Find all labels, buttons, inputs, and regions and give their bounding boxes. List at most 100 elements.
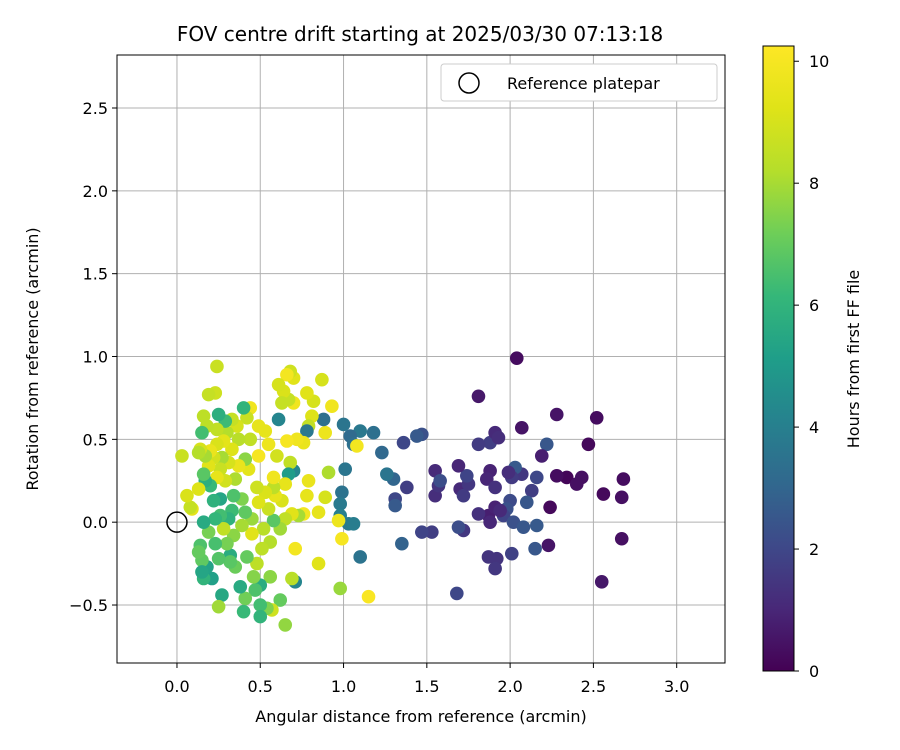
data-point bbox=[208, 512, 223, 526]
data-point bbox=[425, 525, 439, 539]
data-point bbox=[335, 531, 349, 546]
data-point bbox=[353, 550, 368, 564]
data-point bbox=[211, 407, 226, 422]
data-point bbox=[543, 500, 557, 515]
data-point bbox=[236, 401, 251, 415]
data-point bbox=[594, 575, 609, 589]
data-point bbox=[450, 586, 464, 601]
data-point bbox=[245, 526, 259, 541]
data-point bbox=[228, 472, 243, 486]
data-point bbox=[215, 588, 229, 602]
data-point bbox=[471, 389, 486, 404]
data-point bbox=[569, 477, 584, 491]
data-point bbox=[266, 513, 281, 528]
data-point bbox=[191, 545, 206, 559]
data-point bbox=[528, 541, 542, 556]
data-point bbox=[300, 424, 314, 438]
data-point bbox=[311, 505, 326, 520]
y-tick-label: 0.5 bbox=[83, 430, 108, 449]
data-point bbox=[285, 571, 299, 586]
data-point bbox=[210, 359, 224, 374]
data-point bbox=[220, 536, 234, 551]
x-tick-label: 3.0 bbox=[664, 677, 689, 696]
data-point bbox=[333, 497, 348, 511]
colorbar-tick-label: 6 bbox=[809, 296, 819, 315]
data-point bbox=[471, 437, 486, 452]
colorbar-tick-label: 0 bbox=[809, 662, 819, 681]
x-tick-label: 2.5 bbox=[581, 677, 606, 696]
data-point bbox=[250, 480, 264, 495]
data-point bbox=[614, 490, 629, 505]
data-point bbox=[559, 470, 574, 485]
data-point bbox=[196, 409, 211, 423]
data-point bbox=[240, 550, 254, 564]
data-point bbox=[288, 541, 303, 556]
data-point bbox=[311, 556, 326, 571]
data-point bbox=[275, 396, 289, 410]
data-point bbox=[380, 467, 394, 481]
data-point bbox=[175, 449, 189, 463]
data-point bbox=[395, 536, 409, 551]
data-point bbox=[263, 570, 278, 584]
data-point bbox=[596, 487, 611, 501]
data-point bbox=[256, 522, 271, 536]
y-tick-label: 1.5 bbox=[83, 265, 108, 284]
data-point bbox=[350, 439, 364, 453]
data-point bbox=[226, 488, 241, 503]
data-point bbox=[529, 470, 544, 485]
data-point bbox=[488, 561, 502, 576]
data-point bbox=[251, 495, 266, 510]
data-point bbox=[251, 419, 266, 433]
data-point bbox=[456, 488, 471, 503]
data-point bbox=[261, 437, 276, 452]
reference-platepar-marker bbox=[166, 511, 188, 533]
data-point bbox=[388, 498, 402, 513]
data-point bbox=[504, 546, 519, 561]
data-point bbox=[238, 591, 253, 606]
data-point bbox=[433, 473, 447, 488]
data-point bbox=[509, 351, 524, 365]
data-point bbox=[246, 570, 261, 584]
data-point bbox=[501, 465, 516, 480]
data-point bbox=[483, 515, 497, 529]
data-point bbox=[255, 541, 269, 556]
x-tick-label: 0.5 bbox=[248, 677, 273, 696]
colorbar-tick-label: 10 bbox=[809, 52, 829, 71]
data-point bbox=[270, 449, 284, 463]
data-point bbox=[415, 525, 429, 539]
data-point bbox=[180, 488, 194, 503]
legend-marker-icon bbox=[458, 72, 480, 94]
data-point bbox=[266, 470, 281, 485]
data-points bbox=[175, 351, 631, 632]
y-tick-label: 1.0 bbox=[83, 348, 108, 367]
data-point bbox=[519, 495, 534, 510]
y-tick-label: 0.0 bbox=[83, 513, 108, 532]
data-point bbox=[300, 386, 314, 400]
data-point bbox=[400, 480, 414, 495]
y-axis-label: Rotation from reference (arcmin) bbox=[23, 227, 42, 490]
colorbar-gradient bbox=[762, 45, 795, 672]
data-point bbox=[231, 432, 246, 447]
data-point bbox=[216, 522, 231, 536]
data-point bbox=[514, 420, 529, 435]
data-point bbox=[211, 551, 226, 566]
x-tick-label: 1.0 bbox=[331, 677, 356, 696]
data-point bbox=[581, 437, 596, 452]
x-tick-label: 1.5 bbox=[414, 677, 439, 696]
y-tick-label: −0.5 bbox=[69, 596, 108, 615]
data-point bbox=[273, 593, 288, 607]
data-point bbox=[278, 618, 293, 632]
data-point bbox=[195, 565, 209, 579]
data-point bbox=[479, 472, 494, 486]
data-point bbox=[481, 550, 496, 564]
data-point bbox=[223, 555, 238, 569]
data-point bbox=[238, 505, 253, 520]
data-point bbox=[315, 372, 329, 387]
data-point bbox=[243, 432, 258, 447]
data-point bbox=[300, 488, 314, 503]
data-point bbox=[235, 518, 249, 533]
data-point bbox=[539, 437, 554, 452]
data-point bbox=[366, 425, 381, 440]
data-point bbox=[236, 604, 251, 619]
colorbar-tick-label: 8 bbox=[809, 174, 819, 193]
